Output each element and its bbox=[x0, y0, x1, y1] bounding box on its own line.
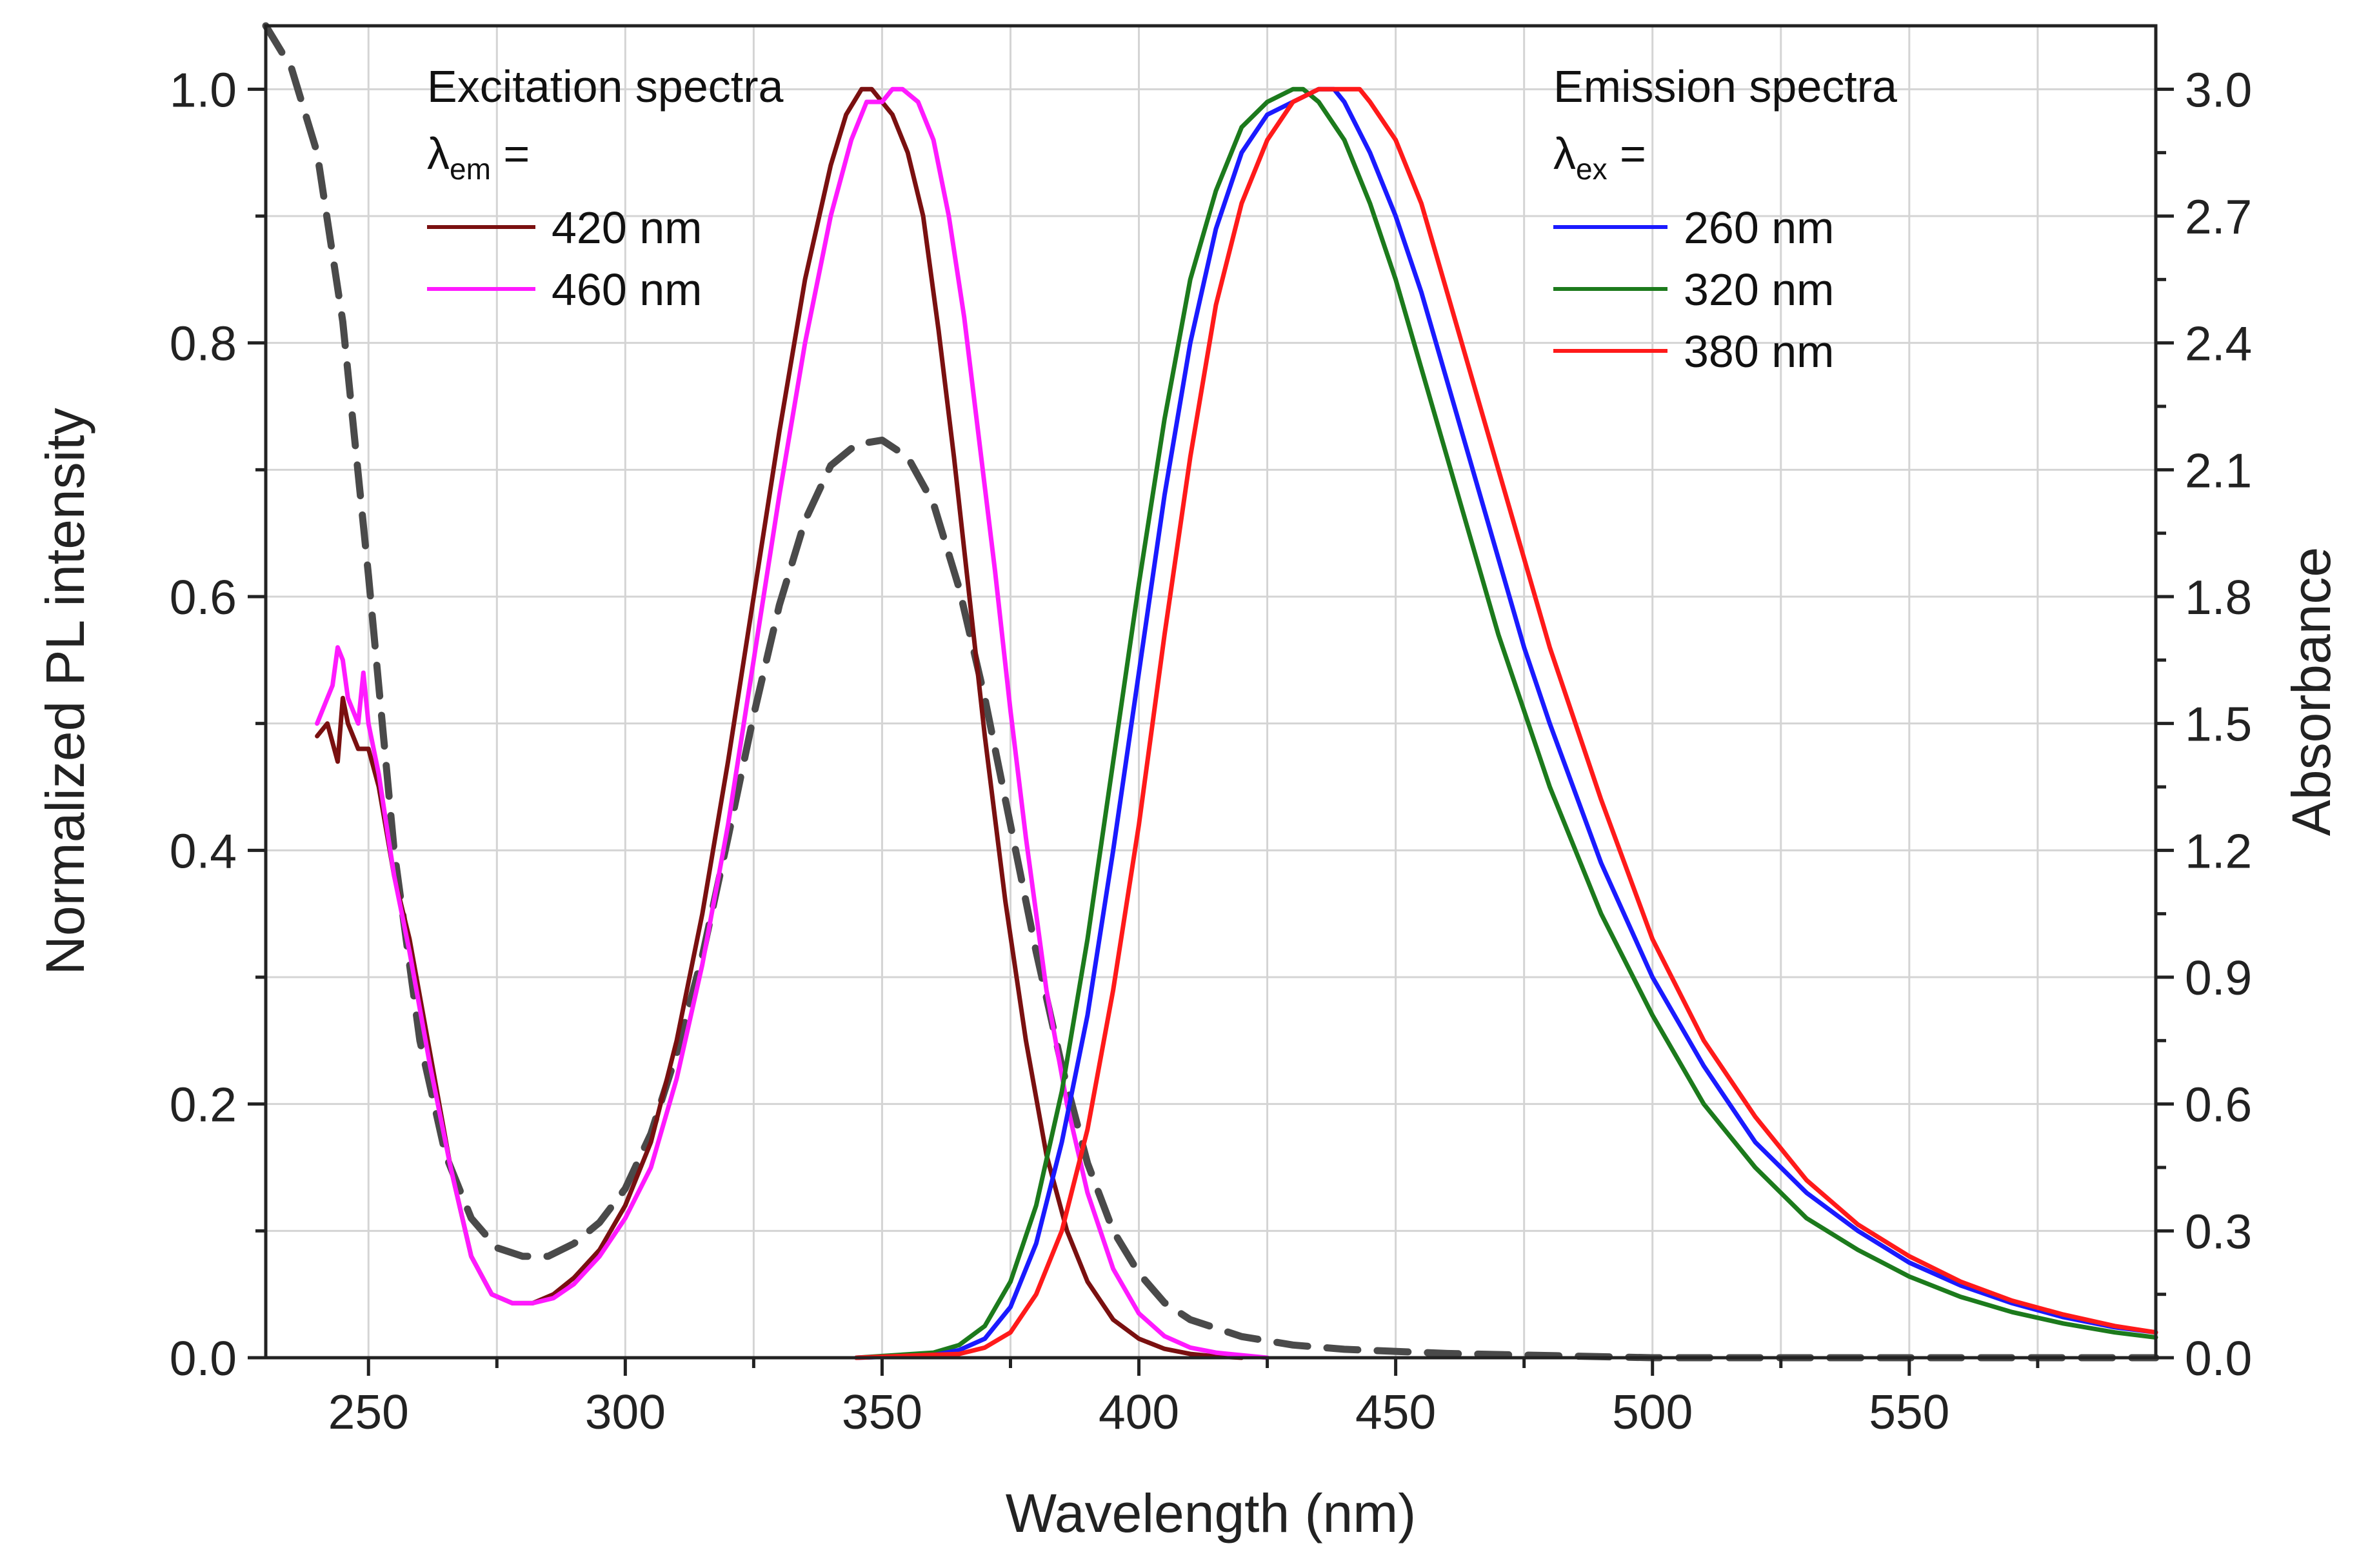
x-tick-label: 500 bbox=[1612, 1385, 1693, 1439]
y2-tick-label: 3.0 bbox=[2185, 63, 2252, 117]
y-tick-label: 0.6 bbox=[170, 570, 237, 624]
y-axis-title: Normalized PL intensity bbox=[35, 408, 95, 975]
x-tick-label: 400 bbox=[1099, 1385, 1179, 1439]
excitation-legend-label-460: 460 nm bbox=[552, 264, 702, 315]
y-tick-label: 1.0 bbox=[170, 63, 237, 117]
x-tick-label: 350 bbox=[842, 1385, 922, 1439]
y2-tick-label: 0.9 bbox=[2185, 951, 2252, 1005]
y-tick-label: 0.8 bbox=[170, 317, 237, 371]
excitation-legend-label-420: 420 nm bbox=[552, 203, 702, 253]
emission-lambda-sub: ex bbox=[1576, 152, 1608, 186]
excitation-legend-param: λem = bbox=[427, 128, 530, 186]
excitation-lambda-suffix: = bbox=[491, 128, 530, 179]
y2-tick-label: 0.6 bbox=[2185, 1078, 2252, 1132]
y2-tick-label: 2.4 bbox=[2185, 317, 2252, 371]
excitation-legend-title: Excitation spectra bbox=[427, 61, 784, 112]
emission-legend-label-380: 380 nm bbox=[1684, 326, 1834, 377]
emission-legend-param: λex = bbox=[1553, 128, 1646, 186]
y-tick-label: 0.2 bbox=[170, 1078, 237, 1132]
plot-area bbox=[262, 22, 2160, 1362]
plot-frame bbox=[264, 24, 2158, 1360]
series-line-absorbance bbox=[262, 22, 2160, 1362]
y2-tick-label: 1.2 bbox=[2185, 824, 2252, 878]
grid bbox=[266, 26, 2156, 1358]
tick-labels: 250 300 350 400 450 500 550 0.0 0.2 0.4 0.6 0.8 1.0 0… bbox=[170, 63, 2253, 1439]
emission-legend: Emission spectra λex = 260 nm 320 nm 380… bbox=[1553, 61, 1897, 377]
y2-tick-label: 0.0 bbox=[2185, 1331, 2252, 1385]
y2-tick-label: 2.1 bbox=[2185, 443, 2252, 497]
emission-lambda-suffix: = bbox=[1608, 128, 1646, 179]
series-line-emission-ex-260-nm bbox=[854, 86, 2158, 1360]
excitation-lambda-symbol: λ bbox=[427, 128, 450, 179]
emission-legend-title: Emission spectra bbox=[1553, 61, 1897, 112]
y2-tick-label: 1.8 bbox=[2185, 570, 2252, 624]
y-tick-label: 0.4 bbox=[170, 824, 237, 878]
y-tick-label: 0.0 bbox=[170, 1331, 237, 1385]
y2-tick-label: 1.5 bbox=[2185, 697, 2252, 751]
x-tick-label: 550 bbox=[1869, 1385, 1949, 1439]
emission-lambda-symbol: λ bbox=[1553, 128, 1576, 179]
x-axis-title: Wavelength (nm) bbox=[1006, 1483, 1416, 1543]
axis-ticks bbox=[248, 87, 2174, 1376]
excitation-lambda-sub: em bbox=[450, 152, 491, 186]
x-tick-label: 450 bbox=[1355, 1385, 1436, 1439]
x-tick-label: 300 bbox=[585, 1385, 666, 1439]
y2-tick-label: 0.3 bbox=[2185, 1204, 2252, 1258]
y2-tick-label: 2.7 bbox=[2185, 190, 2252, 244]
series-line-emission-ex-380-nm bbox=[854, 86, 2158, 1360]
emission-legend-label-320: 320 nm bbox=[1684, 264, 1834, 315]
y2-axis-title: Absorbance bbox=[2281, 547, 2342, 836]
emission-legend-label-260: 260 nm bbox=[1684, 203, 1834, 253]
excitation-legend: Excitation spectra λem = 420 nm 460 nm bbox=[427, 61, 784, 315]
series-line-excitation-em-460-nm bbox=[315, 86, 1270, 1360]
series-line-emission-ex-320-nm bbox=[854, 86, 2158, 1360]
x-tick-label: 250 bbox=[328, 1385, 409, 1439]
